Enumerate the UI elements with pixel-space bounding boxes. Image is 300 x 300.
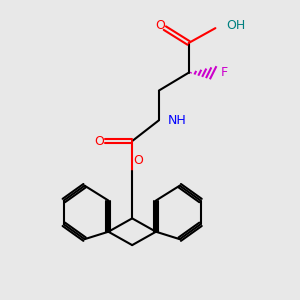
Text: O: O — [133, 154, 143, 167]
Text: O: O — [94, 135, 104, 148]
Text: O: O — [155, 19, 165, 32]
Text: F: F — [221, 66, 228, 79]
Text: OH: OH — [226, 19, 245, 32]
Text: NH: NH — [168, 114, 187, 127]
